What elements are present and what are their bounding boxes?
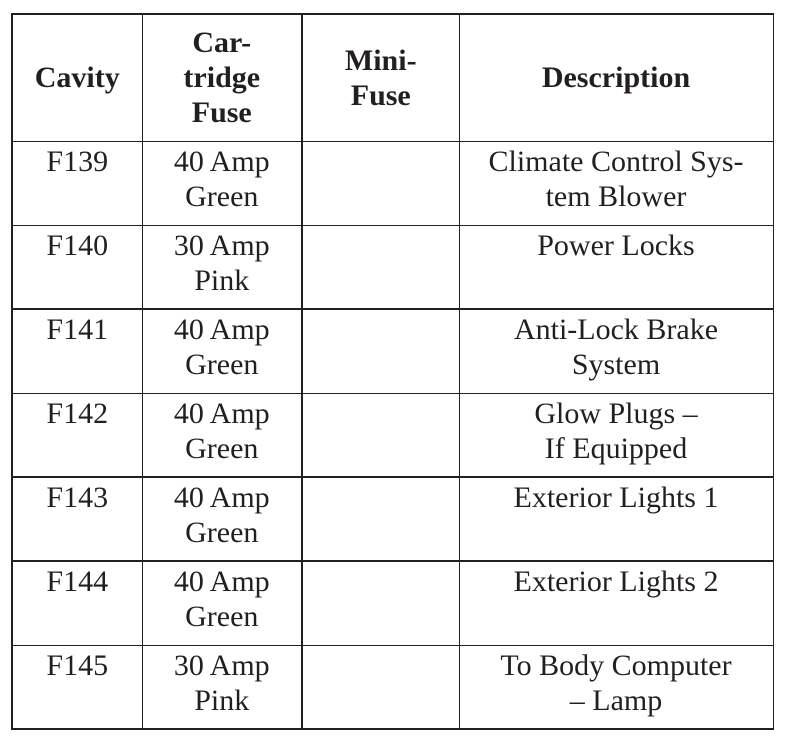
cell-mini-fuse: [301, 224, 460, 310]
cell-cavity: F140: [11, 224, 143, 310]
cell-description: Glow Plugs – If Equipped: [458, 392, 774, 478]
table-row-f142: F142 40 Amp Green Glow Plugs – If Equipp…: [11, 392, 774, 478]
cell-cavity: F143: [11, 476, 143, 562]
cell-cavity: F139: [11, 140, 143, 226]
table-row-f145: F145 30 Amp Pink To Body Computer – Lamp: [11, 644, 774, 730]
cell-mini-fuse: [301, 392, 460, 478]
header-row: Cavity Car- tridge Fuse Mini- Fuse Descr…: [11, 13, 774, 142]
header-cavity: Cavity: [11, 13, 143, 142]
cell-cartridge-fuse: 40 Amp Green: [141, 560, 303, 646]
cell-mini-fuse: [301, 644, 460, 730]
cell-description: Power Locks: [458, 224, 774, 310]
cell-description: Exterior Lights 1: [458, 476, 774, 562]
cell-cartridge-fuse: 30 Amp Pink: [141, 224, 303, 310]
cell-mini-fuse: [301, 560, 460, 646]
table-row-f143: F143 40 Amp Green Exterior Lights 1: [11, 476, 774, 562]
cell-mini-fuse: [301, 140, 460, 226]
cell-mini-fuse: [301, 308, 460, 394]
cell-cartridge-fuse: 40 Amp Green: [141, 140, 303, 226]
header-cartridge-fuse: Car- tridge Fuse: [141, 13, 303, 142]
cell-description: Exterior Lights 2: [458, 560, 774, 646]
cell-cavity: F144: [11, 560, 143, 646]
cell-mini-fuse: [301, 476, 460, 562]
cell-cavity: F142: [11, 392, 143, 478]
header-mini-fuse: Mini- Fuse: [301, 13, 460, 142]
cell-cavity: F145: [11, 644, 143, 730]
table-row-f140: F140 30 Amp Pink Power Locks: [11, 224, 774, 310]
cell-cartridge-fuse: 40 Amp Green: [141, 308, 303, 394]
cell-cartridge-fuse: 40 Amp Green: [141, 392, 303, 478]
cell-description: To Body Computer – Lamp: [458, 644, 774, 730]
cell-description: Climate Control Sys- tem Blower: [458, 140, 774, 226]
cell-cavity: F141: [11, 308, 143, 394]
cell-description: Anti-Lock Brake System: [458, 308, 774, 394]
fuse-table: Cavity Car- tridge Fuse Mini- Fuse Descr…: [11, 13, 774, 730]
table-row-f141: F141 40 Amp Green Anti-Lock Brake System: [11, 308, 774, 394]
cell-cartridge-fuse: 30 Amp Pink: [141, 644, 303, 730]
header-description: Description: [458, 13, 774, 142]
cell-cartridge-fuse: 40 Amp Green: [141, 476, 303, 562]
table-row-f144: F144 40 Amp Green Exterior Lights 2: [11, 560, 774, 646]
table-row-f139: F139 40 Amp Green Climate Control Sys- t…: [11, 140, 774, 226]
